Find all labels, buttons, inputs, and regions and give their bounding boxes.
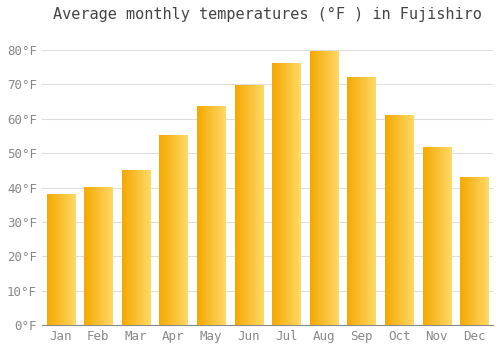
Title: Average monthly temperatures (°F ) in Fujishiro: Average monthly temperatures (°F ) in Fu…	[53, 7, 482, 22]
